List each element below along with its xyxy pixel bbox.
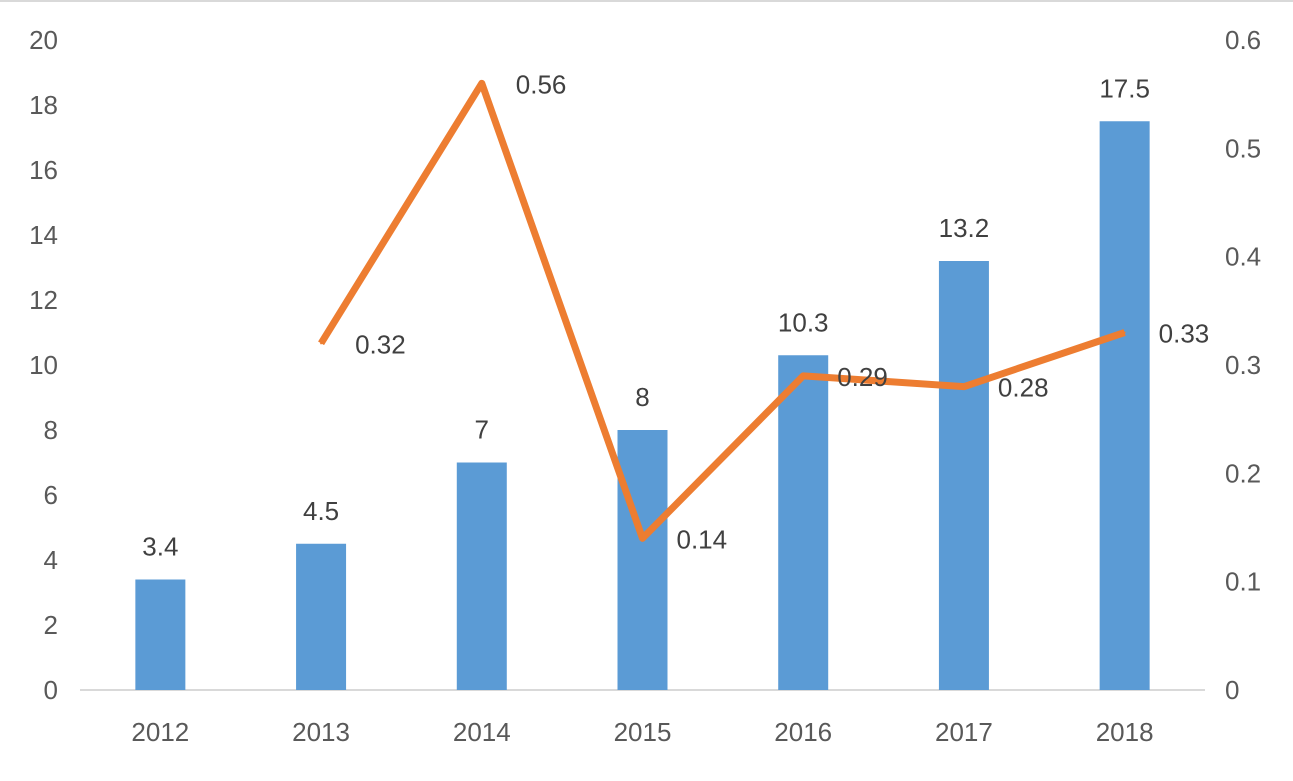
- bar: [1099, 121, 1150, 690]
- right-tick-label: 0.3: [1225, 350, 1261, 380]
- right-tick-label: 0: [1225, 675, 1239, 705]
- line-data-label: 0.28: [998, 373, 1049, 403]
- right-tick-label: 0.6: [1225, 25, 1261, 55]
- x-tick-label: 2018: [1096, 717, 1154, 747]
- left-axis: 0 2 4 6 8 10 12 14 16 18 20: [29, 25, 58, 705]
- bar-data-label: 8: [635, 382, 649, 412]
- line-data-label: 0.32: [355, 329, 406, 359]
- line-point: [480, 82, 483, 85]
- left-tick-label: 12: [29, 285, 58, 315]
- bar: [296, 543, 347, 690]
- line-data-label: 0.14: [677, 524, 728, 554]
- line-data-label: 0.29: [837, 362, 888, 392]
- left-tick-label: 4: [44, 545, 58, 575]
- bar-data-label: 10.3: [778, 307, 829, 337]
- bar-data-label: 17.5: [1099, 73, 1150, 103]
- right-tick-label: 0.5: [1225, 133, 1261, 163]
- bar: [778, 355, 829, 690]
- bar: [617, 430, 668, 690]
- bar-data-label: 7: [475, 415, 489, 445]
- left-tick-label: 8: [44, 415, 58, 445]
- left-tick-label: 2: [44, 610, 58, 640]
- bar: [456, 462, 507, 690]
- bar: [938, 261, 989, 690]
- x-tick-label: 2015: [614, 717, 672, 747]
- bar-data-label: 3.4: [142, 532, 178, 562]
- right-tick-label: 0.2: [1225, 458, 1261, 488]
- left-tick-label: 18: [29, 90, 58, 120]
- x-axis: 2012 2013 2014 2015 2016 2017 2018: [131, 717, 1153, 747]
- left-tick-label: 6: [44, 480, 58, 510]
- x-tick-label: 2016: [774, 717, 832, 747]
- x-tick-label: 2014: [453, 717, 511, 747]
- x-tick-label: 2012: [131, 717, 189, 747]
- left-tick-label: 10: [29, 350, 58, 380]
- line-path: [318, 79, 1126, 542]
- x-tick-label: 2017: [935, 717, 993, 747]
- line-point: [1123, 331, 1126, 334]
- bar-data-label: 13.2: [939, 213, 990, 243]
- bar-series: 3.4 4.5 7 8 10.3 13.2 17.5: [135, 73, 1150, 690]
- left-tick-label: 14: [29, 220, 58, 250]
- x-tick-label: 2013: [292, 717, 350, 747]
- line-point: [641, 537, 644, 540]
- line-data-label: 0.56: [516, 69, 567, 99]
- left-tick-label: 0: [44, 675, 58, 705]
- left-tick-label: 16: [29, 155, 58, 185]
- right-tick-label: 0.1: [1225, 567, 1261, 597]
- line-series: 0.32 0.56 0.14 0.29 0.28 0.33: [318, 69, 1210, 554]
- right-tick-label: 0.4: [1225, 242, 1261, 272]
- line-point: [320, 342, 323, 345]
- right-axis: 0 0.1 0.2 0.3 0.4 0.5 0.6: [1225, 25, 1261, 705]
- line-data-label: 0.33: [1159, 319, 1210, 349]
- line-point: [962, 385, 965, 388]
- left-tick-label: 20: [29, 25, 58, 55]
- bar: [135, 579, 186, 690]
- bar-data-label: 4.5: [303, 496, 339, 526]
- line-point: [802, 374, 805, 377]
